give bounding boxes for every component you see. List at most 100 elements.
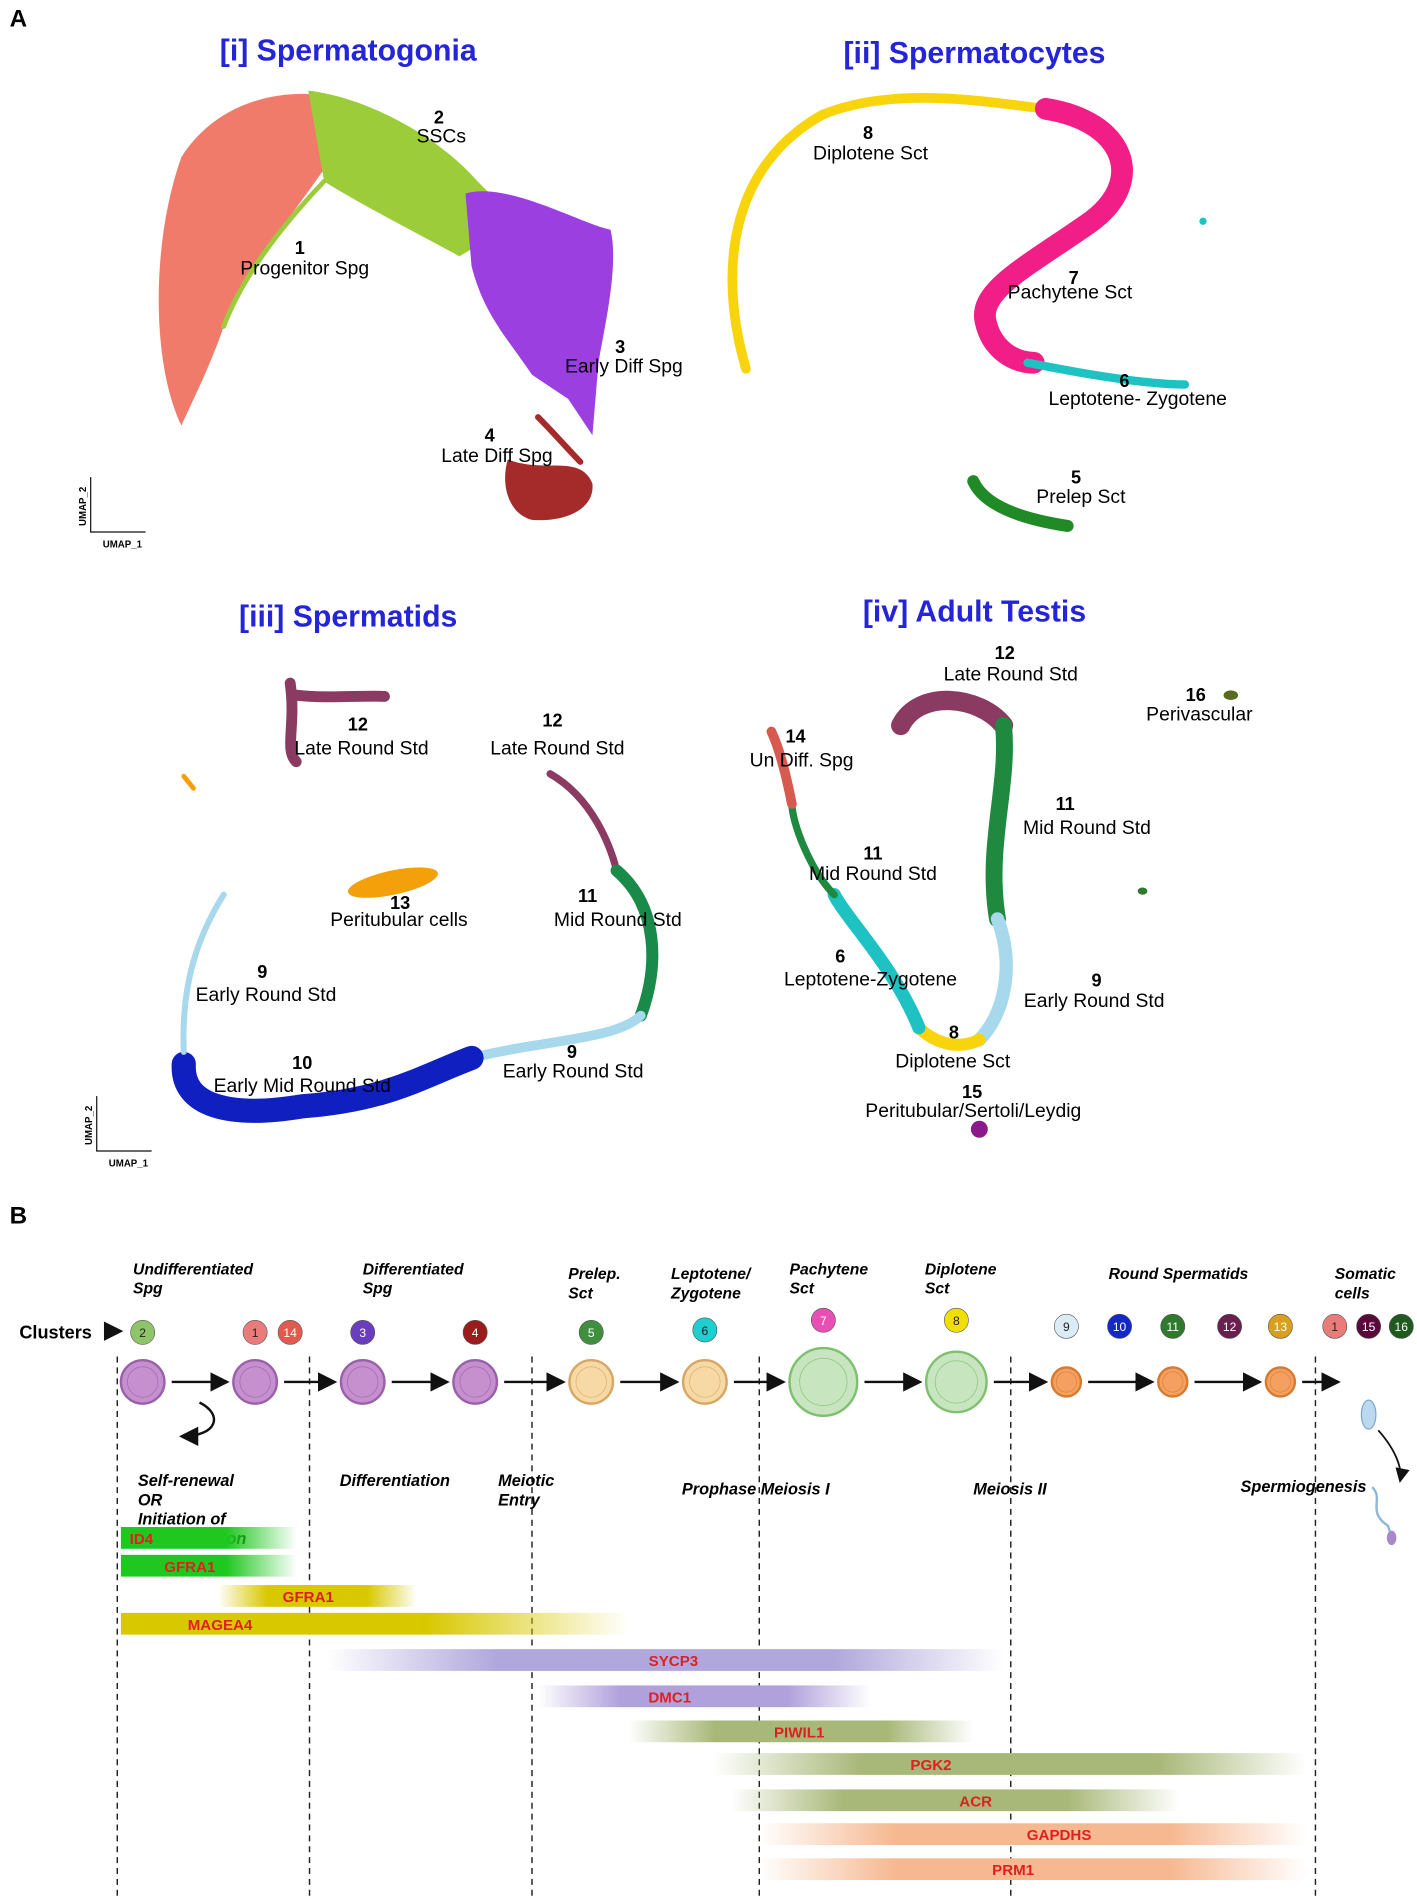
cluster-name: Late Round Std [294,737,428,759]
cell-nucleus [239,1366,271,1398]
cluster-number: 8 [949,1023,959,1043]
cluster-name: Late Diff Spg [441,445,552,467]
cluster-name: Late Round Std [944,664,1078,686]
cluster-badge [462,1319,488,1345]
cluster-name: SSCs [417,126,466,148]
cell-nucleus [689,1366,721,1398]
cell-nucleus [934,1360,978,1404]
cluster-badge [810,1307,836,1333]
cell-nucleus [799,1357,848,1407]
panel-b: B Clusters Undifferentiated Spg Differentiat… [10,1203,1414,1896]
marker-gene: GAPDHS [1027,1827,1092,1844]
cluster-name: Early Mid Round Std [214,1075,391,1097]
cluster-name: Pachytene Sct [1008,282,1133,304]
stage-label: Zygotene [670,1286,741,1303]
cluster-name: Early Diff Spg [565,355,683,377]
stage-label: Spg [133,1281,163,1298]
marker-bar [120,1612,629,1635]
badge-number: 11 [1166,1320,1179,1334]
plot-title: [ii] Spermatocytes [843,37,1105,70]
cluster-name: Mid Round Std [809,863,937,885]
cluster-name: Late Round Std [490,737,624,759]
sperm-arrow [1377,1429,1410,1483]
panel-label: B [10,1203,27,1230]
marker-gene: PIWIL1 [774,1724,824,1741]
cluster-number: 4 [485,425,495,445]
marker-gene: ID4 [130,1531,154,1548]
cluster-number: 5 [1071,468,1081,488]
cluster-number: 12 [995,643,1015,663]
cluster-number: 8 [863,123,873,143]
cluster-name: Mid Round Std [1023,817,1151,839]
process-label: Prophase Meiosis I [682,1480,830,1498]
badge-number: 1 [1331,1320,1338,1334]
y-axis-label: UMAP_2 [78,487,89,526]
process-label: Entry [498,1491,541,1509]
cluster-badge [130,1319,156,1345]
cluster-number: 7 [1069,268,1079,288]
cluster-badge [350,1319,376,1345]
cluster-number: 2 [434,107,444,127]
cluster-name: Un Diff. Spg [750,750,854,772]
process-label: Self-renewal [138,1472,235,1490]
cluster-badge [1053,1313,1079,1339]
sperm [1371,1486,1392,1534]
stage-label: Differentiated [363,1261,464,1278]
badge-number: 10 [1113,1320,1127,1334]
x-axis-label: UMAP_1 [109,1159,149,1170]
cluster-badge [943,1307,969,1333]
cluster-name: Prelep Sct [1036,486,1126,508]
stage-label: Round Spermatids [1109,1266,1249,1283]
stage-label: Diplotene [925,1261,997,1278]
cell-nucleus [127,1366,159,1398]
process-label: Differentiation [340,1472,450,1490]
cluster-badge [277,1319,303,1345]
plot-title: [i] Spermatogonia [220,34,477,67]
plot-title: [iv] Adult Testis [863,595,1086,628]
process-label: Spermiogenesis [1240,1478,1366,1496]
badge-number: 3 [359,1326,366,1340]
marker-gene: GFRA1 [283,1589,334,1606]
marker-bar [326,1649,1004,1671]
badge-number: 1 [252,1326,259,1340]
badge-number: 12 [1223,1320,1237,1334]
cell-nucleus [575,1366,607,1398]
cluster-name: Leptotene- Zygotene [1049,388,1227,410]
cluster-name: Perivascular [1146,704,1253,726]
cluster-number: 16 [1186,685,1206,705]
sperm-tip [1386,1530,1397,1546]
sperm-head [1360,1399,1377,1430]
badge-number: 5 [588,1326,595,1340]
stage-label: Sct [568,1286,593,1303]
cell-nucleus [459,1366,491,1398]
stage-label: Somatic [1335,1266,1396,1283]
stage-label: Pachytene [790,1261,869,1278]
umap-shapes [90,90,1239,1152]
cluster-name: Diplotene Sct [813,143,929,165]
cluster-badge [1388,1313,1414,1339]
cluster-number: 11 [1056,794,1075,814]
cluster-badge [1267,1313,1293,1339]
cluster-name: Early Round Std [1024,990,1165,1012]
cell-nucleus [1269,1371,1291,1393]
marker-bar [538,1685,871,1708]
y-axis-label: UMAP_2 [84,1106,95,1145]
cell-nucleus [1055,1371,1077,1393]
cluster-name: Progenitor Spg [240,257,369,279]
marker-gene: GFRA1 [164,1559,215,1576]
cluster-name: Diplotene Sct [895,1051,1011,1073]
pointer [103,1321,124,1341]
badge-number: 2 [139,1326,146,1340]
cluster-badge [1160,1313,1186,1339]
cluster-number: 9 [257,962,267,982]
cluster-number: 1 [295,238,305,258]
badge-number: 14 [283,1326,297,1340]
stage-label: Undifferentiated [133,1261,254,1278]
cluster-name: Peritubular/Sertoli/Leydig [865,1100,1081,1122]
process-label: OR [138,1491,163,1509]
badge-number: 4 [472,1326,479,1340]
marker-gene: ACR [959,1793,992,1810]
cluster-badge [1322,1313,1348,1339]
